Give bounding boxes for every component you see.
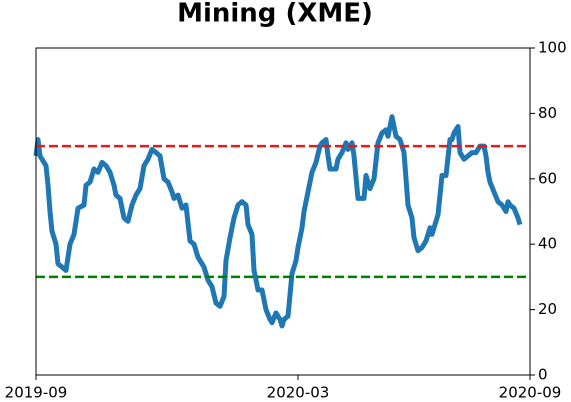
- data-line: [33, 114, 523, 329]
- x-tick-label: 2020-09: [499, 384, 562, 402]
- y-tick-label: 20: [538, 300, 557, 318]
- y-tick-label: 80: [538, 104, 557, 122]
- x-tick-label: 2019-09: [5, 384, 68, 402]
- chart-title: Mining (XME): [177, 0, 373, 29]
- x-tick-label: 2020-03: [267, 384, 330, 402]
- plot-frame: [35, 47, 531, 376]
- y-tick-label: 40: [538, 235, 557, 253]
- y-tick-label: 100: [538, 39, 567, 57]
- y-tick-label: 0: [538, 366, 548, 384]
- y-tick-label: 60: [538, 169, 557, 187]
